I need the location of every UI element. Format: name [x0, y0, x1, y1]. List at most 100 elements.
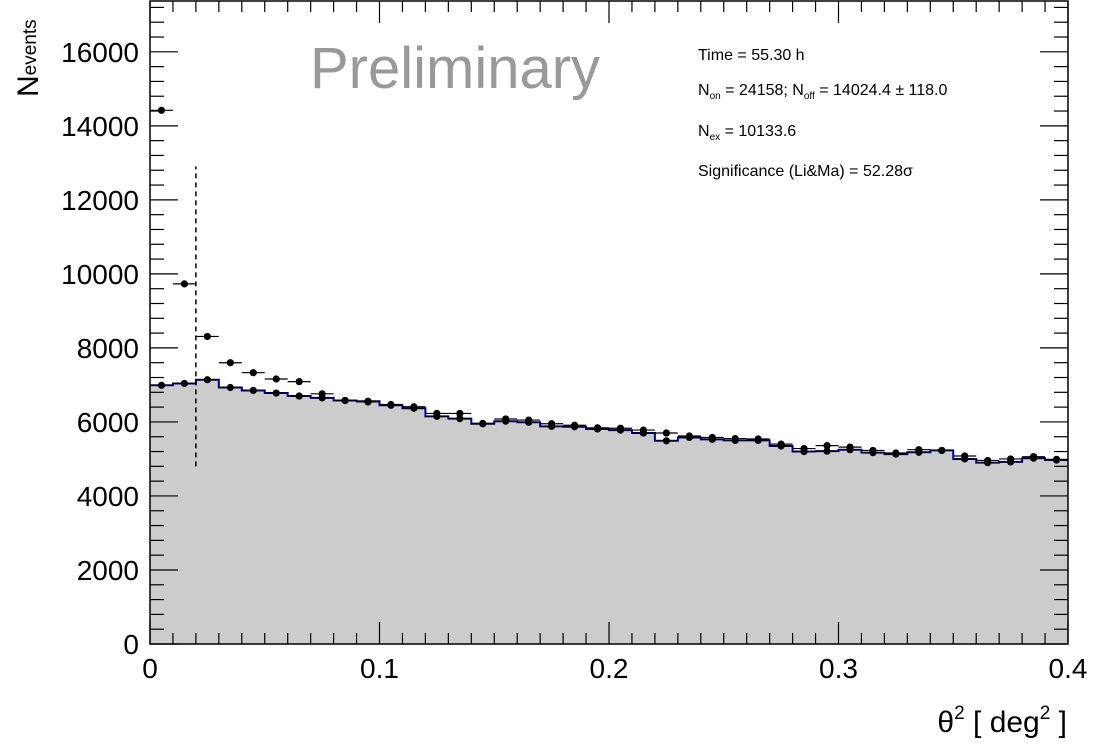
on-point-10: [387, 400, 395, 409]
off-bar-4: [241, 390, 266, 644]
off-bar-27: [769, 445, 794, 644]
y-tick-label: 0: [123, 629, 139, 660]
x-tick-label: 0.4: [1049, 653, 1088, 684]
on-point-9: [364, 398, 372, 406]
y-axis-title: Nevents: [12, 19, 45, 97]
off-bar-0: [150, 385, 174, 644]
on-point-8: [341, 396, 349, 405]
off-bar-32: [884, 454, 908, 644]
on-point-6: [295, 377, 303, 386]
on-point-38: [1029, 453, 1038, 461]
on-points-layer: [157, 106, 1061, 465]
on-point-23: [685, 432, 693, 440]
on-point-7: [318, 390, 326, 398]
off-bar-38: [1022, 458, 1046, 644]
on-point-34: [938, 446, 946, 455]
on-point-35: [961, 452, 969, 460]
y-tick-label: 6000: [77, 407, 139, 438]
off-point-13: [456, 415, 464, 423]
off-point-3: [226, 383, 234, 392]
y-tick-label: 14000: [61, 111, 139, 142]
preliminary-watermark: Preliminary: [310, 36, 600, 101]
on-point-24: [708, 433, 716, 442]
stats-time: Time = 55.30 h: [698, 47, 805, 64]
off-bar-29: [815, 451, 839, 644]
x-tick-label: 0.1: [360, 653, 399, 684]
stats-excess: Nex = 10133.6: [698, 123, 796, 143]
on-point-4: [249, 369, 257, 377]
on-point-27: [777, 440, 785, 448]
on-point-12: [433, 409, 441, 418]
on-point-26: [754, 435, 762, 443]
y-tick-label: 8000: [77, 333, 139, 364]
off-bar-2: [195, 379, 220, 644]
off-bar-31: [861, 452, 885, 644]
on-point-1: [180, 280, 189, 288]
on-point-16: [525, 416, 533, 424]
y-tick-label: 2000: [77, 555, 139, 586]
off-bar-22: [654, 440, 679, 644]
on-point-3: [226, 359, 234, 367]
on-point-31: [869, 446, 877, 455]
off-bar-20: [609, 430, 633, 644]
axis-ticks: [149, 1, 1069, 645]
off-bar-34: [930, 450, 954, 644]
off-bar-37: [999, 461, 1023, 644]
on-point-28: [800, 444, 808, 453]
x-axis-title: θ2 [ deg2 ]: [937, 703, 1067, 739]
off-bar-5: [264, 393, 289, 644]
on-point-21: [639, 426, 648, 434]
y-tick-label: 4000: [77, 481, 139, 512]
off-point-2: [203, 376, 211, 384]
off-bar-11: [402, 408, 426, 644]
on-point-29: [823, 442, 831, 450]
on-point-39: [1052, 455, 1061, 463]
off-bar-12: [425, 416, 449, 644]
y-tick-labels: 0 2000 4000 6000 8000 10000 12000 14000 16000: [61, 37, 139, 660]
off-bar-26: [746, 440, 771, 644]
on-point-22: [662, 429, 670, 437]
off-bar-25: [723, 440, 748, 644]
off-bar-7: [310, 397, 335, 644]
on-point-25: [731, 434, 739, 443]
x-tick-label: 0: [142, 653, 158, 684]
off-point-0: [157, 381, 166, 389]
stats-significance: Significance (Li&Ma) = 52.28σ: [698, 163, 913, 180]
y-tick-label: 12000: [61, 185, 139, 216]
off-bar-36: [976, 462, 1000, 644]
y-tick-label: 10000: [61, 259, 139, 290]
on-point-2: [203, 332, 211, 341]
off-bar-24: [700, 439, 725, 644]
off-point-29: [823, 447, 831, 455]
off-bar-6: [287, 396, 312, 644]
off-fill-layer: [150, 379, 1069, 644]
on-point-33: [915, 446, 923, 454]
off-point-6: [295, 392, 303, 400]
on-point-20: [616, 424, 625, 432]
on-point-19: [593, 424, 602, 432]
on-point-37: [1007, 455, 1015, 463]
off-bar-3: [218, 387, 243, 644]
off-bar-39: [1045, 460, 1069, 644]
off-bar-14: [471, 423, 495, 644]
on-point-13: [456, 409, 464, 418]
off-bar-17: [540, 426, 564, 644]
off-bar-23: [677, 437, 702, 644]
on-point-5: [272, 375, 280, 383]
y-tick-label: 16000: [61, 37, 139, 68]
off-bar-16: [517, 422, 541, 644]
off-point-22: [662, 437, 670, 445]
off-bar-8: [333, 400, 358, 644]
off-bar-28: [792, 451, 817, 644]
x-tick-label: 0.2: [590, 653, 629, 684]
on-point-18: [570, 421, 579, 429]
on-point-32: [892, 449, 900, 457]
off-point-5: [272, 389, 280, 397]
on-point-11: [410, 403, 418, 411]
on-point-15: [502, 415, 510, 423]
stats-box: Time = 55.30 h Non = 24158; Noff = 14024…: [698, 47, 947, 180]
off-bar-21: [631, 433, 656, 644]
off-bar-18: [563, 426, 587, 644]
on-point-17: [548, 420, 556, 428]
